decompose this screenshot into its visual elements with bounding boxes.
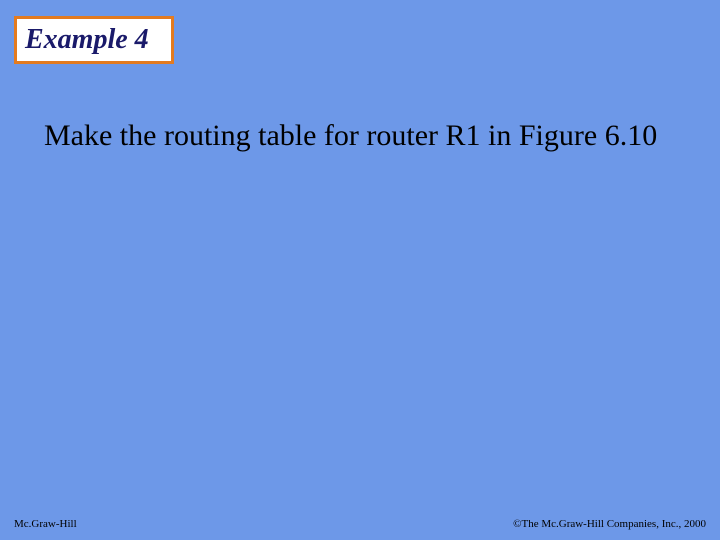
title-box: Example 4	[14, 16, 174, 64]
footer-left: Mc.Graw-Hill	[14, 518, 77, 530]
footer-right: ©The Mc.Graw-Hill Companies, Inc., 2000	[513, 518, 706, 530]
slide: Example 4 Make the routing table for rou…	[0, 0, 720, 540]
body-text: Make the routing table for router R1 in …	[44, 116, 690, 157]
title-text: Example 4	[25, 24, 149, 56]
